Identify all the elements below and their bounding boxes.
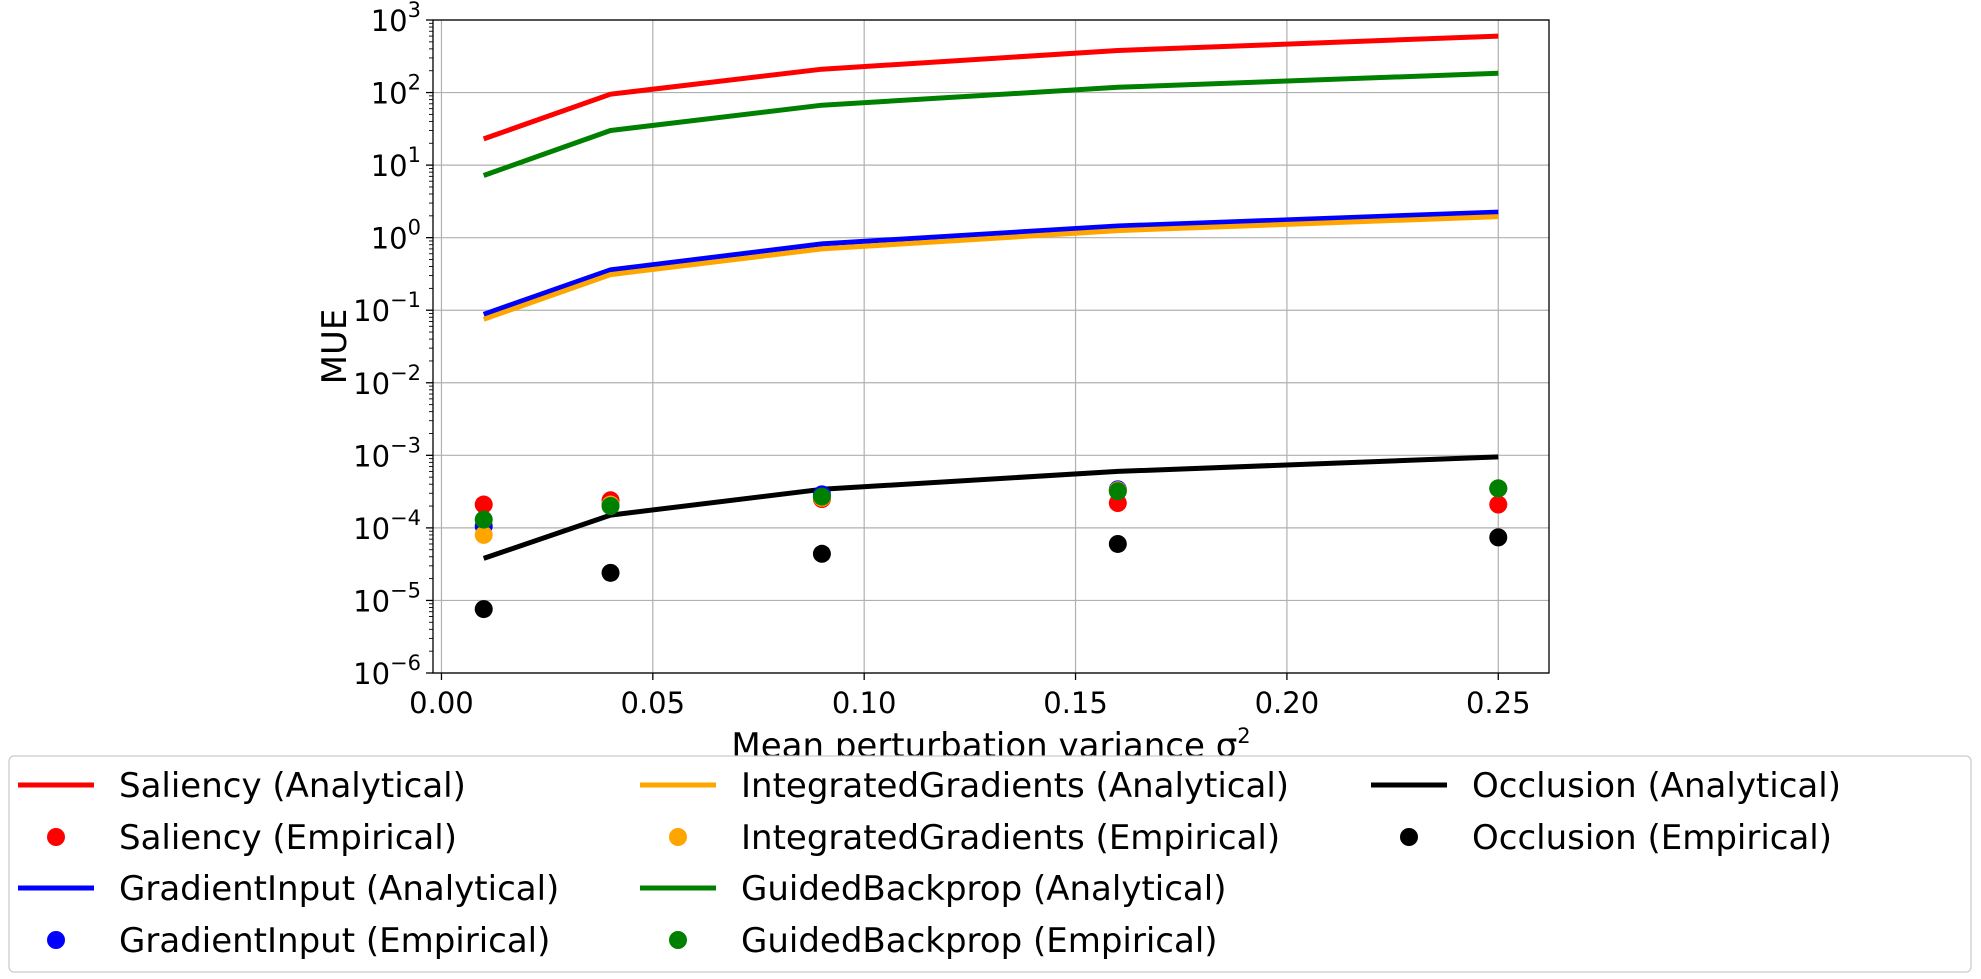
y-tick-label: 10−1 <box>353 288 421 328</box>
data-point-saliency-empirical <box>1489 495 1508 514</box>
x-tick-label: 0.25 <box>1466 686 1531 720</box>
series-line-gradientinput-analytical <box>482 209 1499 317</box>
x-tick-label: 0.10 <box>832 686 897 720</box>
data-point-guidedbackprop-empirical <box>1489 479 1508 498</box>
series-line-saliency-analytical <box>482 33 1499 142</box>
data-point-guidedbackprop-empirical <box>1108 482 1127 501</box>
grid <box>433 19 1549 674</box>
data-point-guidedbackprop-empirical <box>474 510 493 529</box>
y-tick-label: 101 <box>371 143 421 183</box>
x-axis-title-superscript: 2 <box>1237 724 1250 748</box>
series-line-guidedbackprop-analytical <box>482 70 1499 178</box>
axis-ticks: 0.00 0.05 0.10 0.15 0.20 0.25 10−6 10−5 10−4 10−3… <box>353 0 1530 720</box>
x-tick-label: 0.00 <box>409 686 474 720</box>
legend-swatch-saliency-empirical <box>47 828 65 846</box>
legend-label-saliency-analytical: Saliency (Analytical) <box>119 766 466 806</box>
legend-label-guidedbackprop-analytical: GuidedBackprop (Analytical) <box>741 869 1226 909</box>
x-tick-label: 0.05 <box>621 686 686 720</box>
legend-swatch-integratedgradients-empirical <box>669 828 687 846</box>
data-point-saliency-empirical <box>474 495 493 514</box>
y-axis-title: MUE <box>315 309 355 385</box>
y-tick-label: 10−5 <box>353 578 421 618</box>
legend-box <box>8 755 1972 973</box>
plot-frame <box>432 19 1550 674</box>
data-point-occlusion-empirical <box>1108 534 1127 553</box>
plot-series <box>474 33 1508 619</box>
legend-label-occlusion-empirical: Occlusion (Empirical) <box>1472 818 1832 858</box>
y-tick-label: 10−3 <box>353 433 421 473</box>
legend-label-occlusion-analytical: Occlusion (Analytical) <box>1472 766 1841 806</box>
legend: Saliency (Analytical) Saliency (Empirical… <box>8 755 1972 973</box>
y-tick-label: 10−6 <box>353 651 421 691</box>
y-tick-label: 10−2 <box>353 361 421 401</box>
data-point-occlusion-empirical <box>1489 528 1508 547</box>
series-line-integratedgradients-analytical <box>482 214 1499 322</box>
x-tick-label: 0.20 <box>1255 686 1320 720</box>
data-point-integratedgradients-empirical <box>474 525 493 544</box>
legend-swatch-gradientinput-empirical <box>47 931 65 949</box>
y-tick-label: 103 <box>371 0 421 38</box>
legend-swatch-occlusion-empirical <box>1400 828 1418 846</box>
y-tick-label: 102 <box>371 71 421 111</box>
legend-label-saliency-empirical: Saliency (Empirical) <box>119 818 457 858</box>
legend-label-guidedbackprop-empirical: GuidedBackprop (Empirical) <box>741 921 1218 961</box>
data-point-guidedbackprop-empirical <box>601 497 620 516</box>
y-tick-label: 100 <box>371 216 421 256</box>
legend-swatch-guidedbackprop-empirical <box>669 931 687 949</box>
legend-label-gradientinput-analytical: GradientInput (Analytical) <box>119 869 559 909</box>
legend-label-gradientinput-empirical: GradientInput (Empirical) <box>119 921 550 961</box>
x-tick-label: 0.15 <box>1043 686 1108 720</box>
legend-label-integratedgradients-analytical: IntegratedGradients (Analytical) <box>741 766 1289 806</box>
data-point-occlusion-empirical <box>601 563 620 582</box>
legend-label-integratedgradients-empirical: IntegratedGradients (Empirical) <box>741 818 1280 858</box>
data-point-occlusion-empirical <box>812 544 831 563</box>
series-line-occlusion-analytical <box>482 454 1499 561</box>
data-point-occlusion-empirical <box>474 600 493 619</box>
y-tick-label: 10−4 <box>353 506 421 546</box>
data-point-guidedbackprop-empirical <box>812 487 831 506</box>
